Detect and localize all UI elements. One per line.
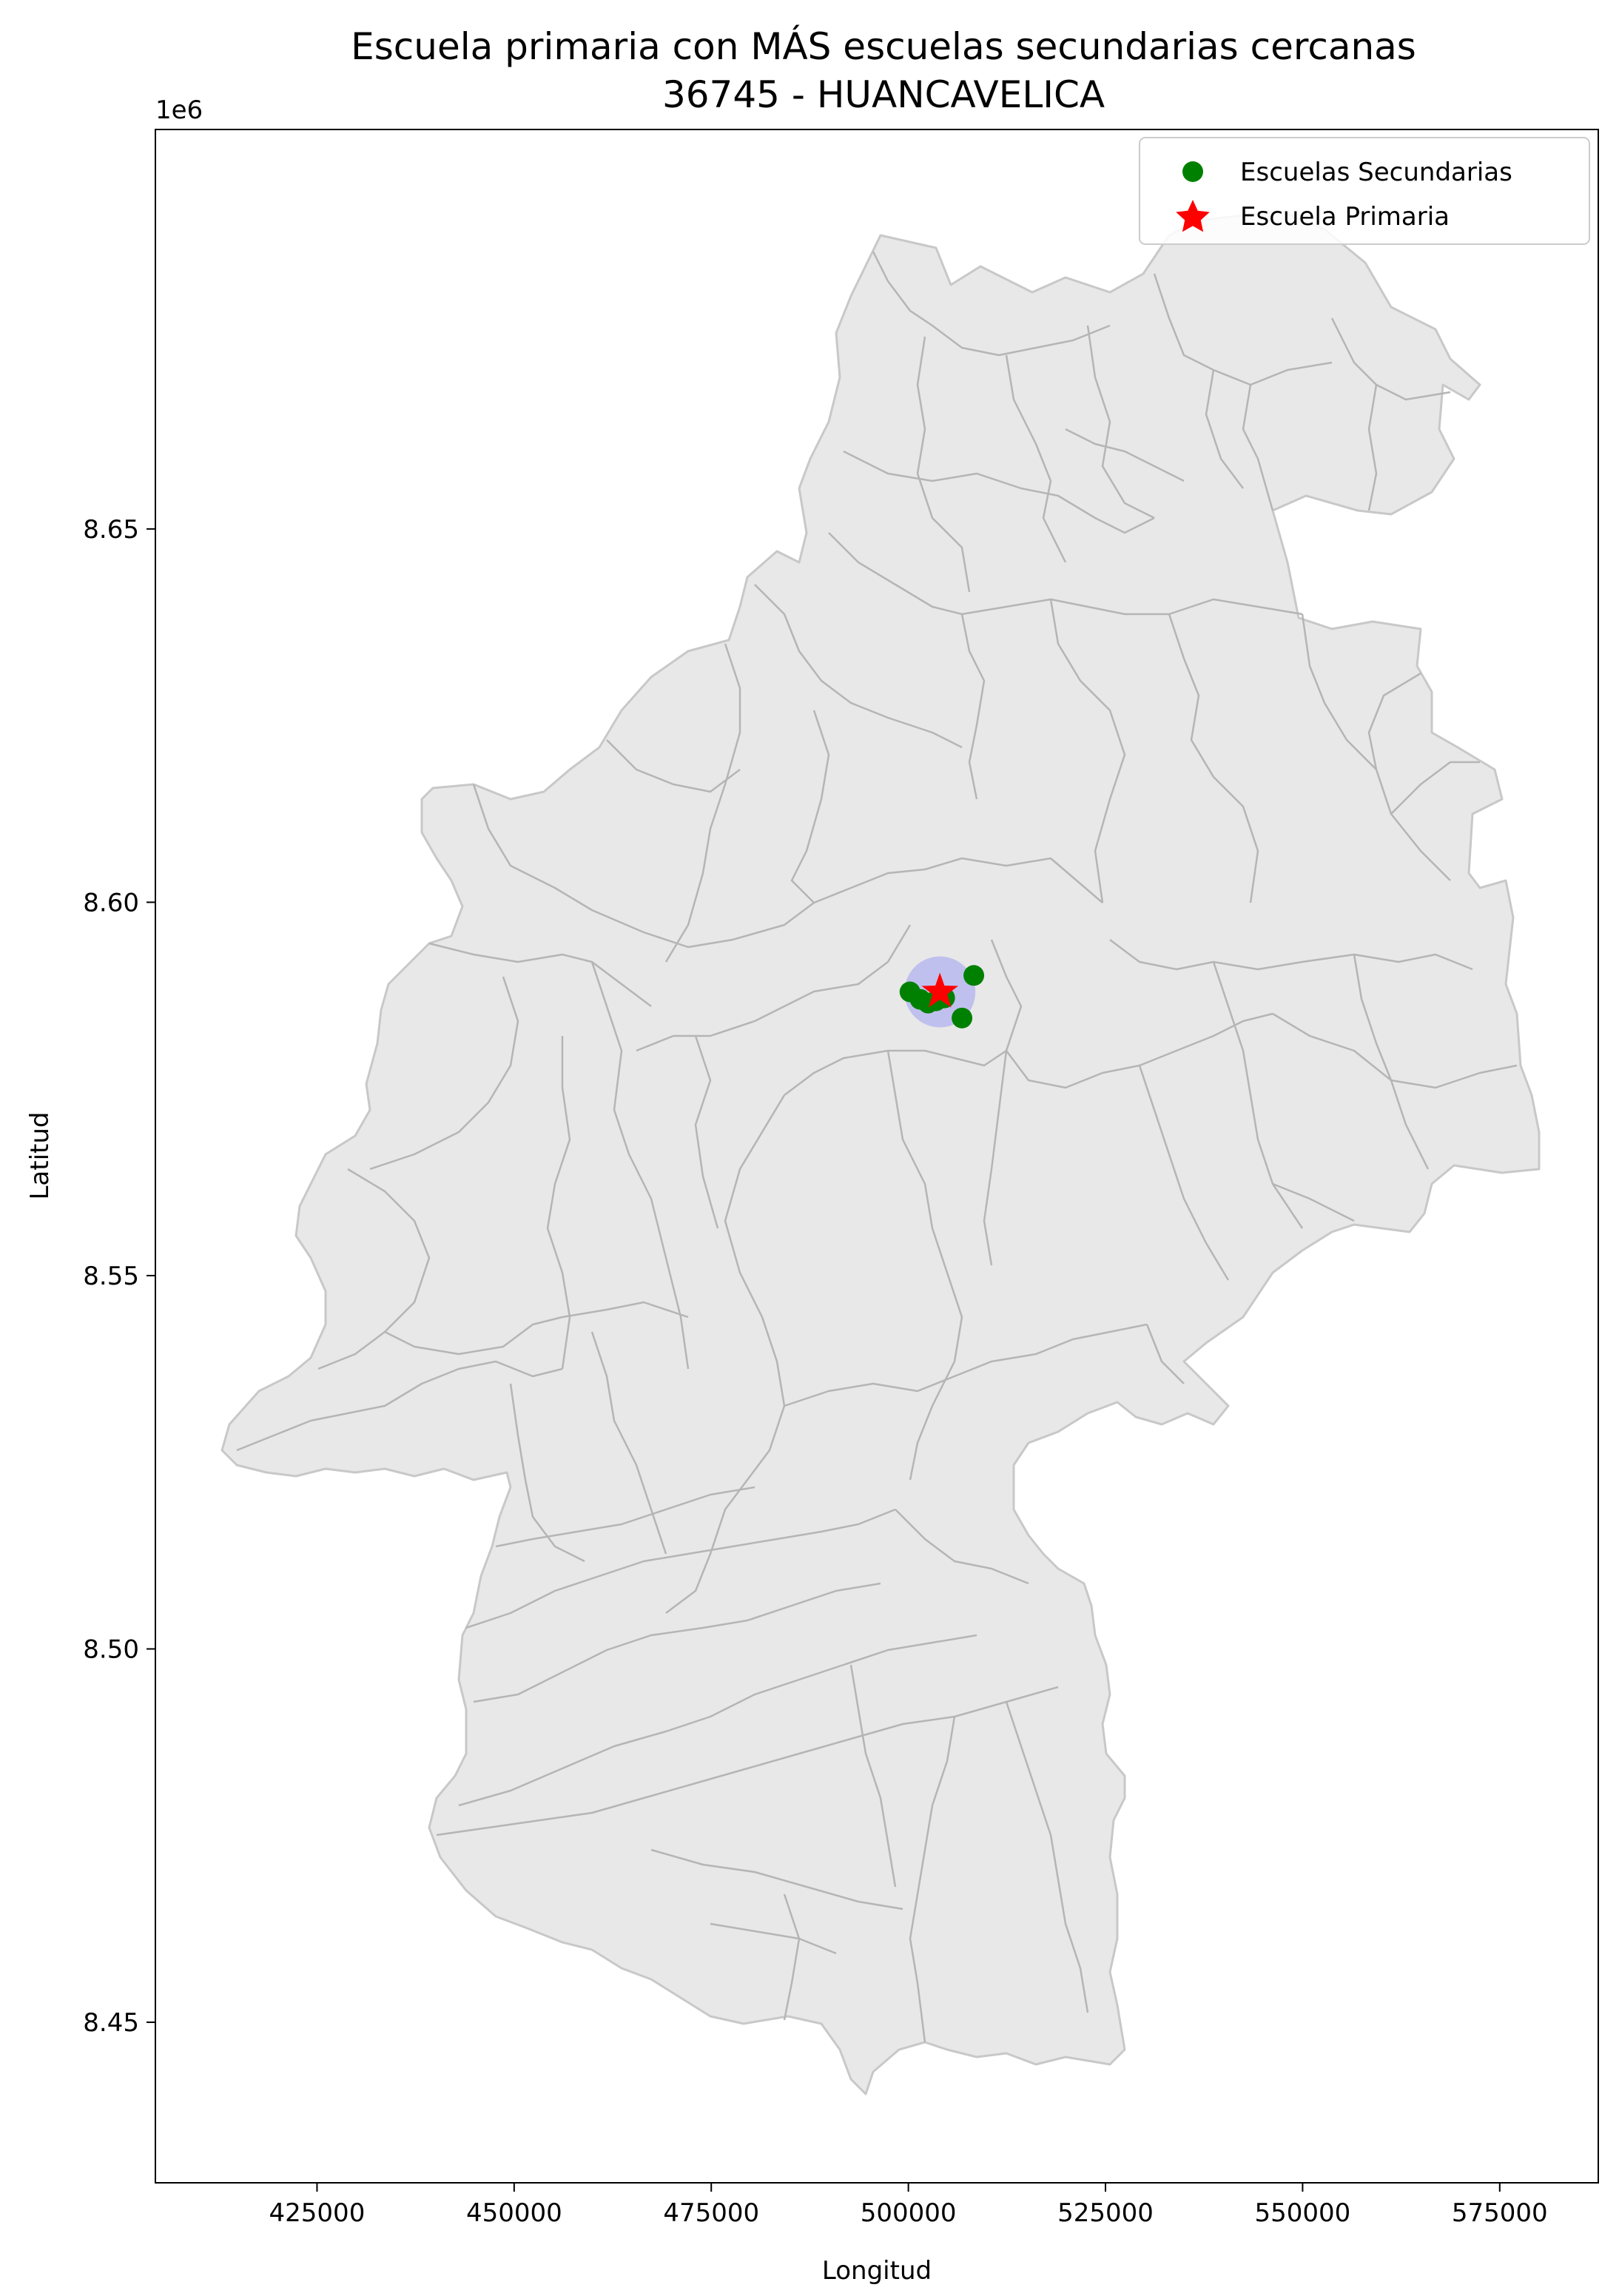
boundary-line — [1145, 1324, 1185, 1384]
boundary-line — [895, 1509, 1029, 1585]
y-tick-label: 8.45 — [83, 2008, 139, 2038]
boundary-line — [790, 710, 1103, 904]
boundary-line — [1272, 1012, 1518, 1089]
boundary-line — [909, 1272, 963, 1481]
district-map — [221, 209, 1541, 2095]
boundary-line — [1367, 384, 1378, 511]
boundary-line — [1005, 1701, 1089, 2013]
legend: Escuelas Secundarias Escuela Primaria — [1139, 137, 1590, 245]
boundary-line — [960, 613, 986, 800]
boundary-line — [650, 1848, 903, 1910]
boundary-line — [546, 1036, 571, 1370]
boundary-line — [1301, 613, 1451, 881]
boundary-line — [472, 784, 815, 949]
boundary-line — [1390, 761, 1480, 815]
boundary-line — [784, 939, 1023, 1096]
school-markers — [899, 956, 985, 1029]
boundary-line — [664, 643, 741, 963]
boundary-line — [465, 1508, 896, 1629]
boundary-line — [1168, 613, 1259, 903]
primary-school-star — [921, 972, 958, 1008]
legend-frame — [1139, 137, 1590, 245]
boundary-line — [783, 1893, 801, 2021]
chart-title: Escuela primaria con MÁS escuelas secund… — [351, 24, 1416, 68]
x-axis: 425000 450000 475000 500000 525000 550000 5750… — [269, 2183, 1548, 2228]
boundary-line — [1065, 428, 1185, 482]
x-tick-label: 575000 — [1452, 2198, 1548, 2228]
boundary-line — [458, 1634, 977, 1807]
x-tick-label: 425000 — [269, 2198, 366, 2228]
boundary-line — [1109, 939, 1473, 971]
boundary-line — [886, 1050, 949, 1273]
x-tick-label: 525000 — [1057, 2198, 1154, 2228]
chart-subtitle: 36745 - HUANCAVELICA — [662, 73, 1105, 116]
boundary-line — [317, 1168, 431, 1370]
boundary-line — [665, 1405, 786, 1614]
x-tick-label: 450000 — [466, 2198, 562, 2228]
district-boundaries — [236, 251, 1518, 2043]
boundary-line — [1005, 354, 1067, 563]
boundary-line — [843, 450, 1155, 534]
boundary-line — [1049, 599, 1126, 903]
x-tick-label: 550000 — [1255, 2198, 1351, 2228]
x-tick-label: 500000 — [861, 2198, 957, 2228]
y-axis: 8.45 8.50 8.55 8.60 8.65 — [83, 515, 155, 2038]
y-tick-label: 8.65 — [83, 515, 139, 545]
secondary-school-point — [952, 1007, 973, 1029]
legend-primary-marker — [1176, 200, 1210, 232]
boundary-line — [909, 1716, 956, 2043]
legend-secondary-marker — [1182, 161, 1203, 182]
boundary-line — [1353, 954, 1430, 1170]
boundary-line — [495, 1486, 755, 1548]
y-tick-label: 8.55 — [83, 1262, 139, 1291]
boundary-line — [1242, 384, 1274, 511]
boundary-line — [849, 1664, 897, 1888]
boundary-line — [1138, 1065, 1230, 1281]
boundary-line — [694, 1035, 719, 1229]
boundary-line — [509, 1383, 585, 1563]
boundary-line — [606, 739, 741, 793]
boundary-line — [784, 1323, 1148, 1407]
boundary-line — [872, 251, 1111, 357]
boundary-line — [1272, 1182, 1355, 1222]
y-offset-label: 1e6 — [155, 95, 203, 125]
legend-secondary-label: Escuelas Secundarias — [1240, 158, 1512, 187]
boundary-line — [710, 1922, 837, 1955]
y-tick-label: 8.60 — [83, 888, 139, 918]
boundary-line — [473, 1582, 881, 1703]
boundary-line — [983, 1050, 1008, 1266]
region-outline — [221, 209, 1541, 2095]
legend-primary-label: Escuela Primaria — [1240, 202, 1450, 232]
boundary-line — [590, 1331, 667, 1555]
boundary-line — [1205, 369, 1244, 489]
boundary-line — [636, 924, 912, 1052]
boundary-line — [590, 961, 690, 1370]
boundary-line — [916, 336, 971, 593]
x-tick-label: 475000 — [663, 2198, 759, 2228]
boundary-line — [428, 942, 652, 1007]
boundary-line — [754, 584, 963, 749]
boundary-line — [236, 1360, 563, 1452]
y-tick-label: 8.50 — [83, 1635, 139, 1665]
secondary-school-point — [963, 965, 985, 986]
boundary-line — [1086, 325, 1155, 519]
plot-area-frame — [155, 129, 1599, 2184]
boundary-line — [724, 1094, 786, 1407]
y-axis-label: Latitud — [25, 1111, 55, 1199]
x-axis-label: Longitud — [822, 2256, 932, 2286]
boundary-line — [1367, 672, 1421, 770]
boundary-line — [384, 1301, 689, 1356]
boundary-line — [369, 976, 519, 1171]
